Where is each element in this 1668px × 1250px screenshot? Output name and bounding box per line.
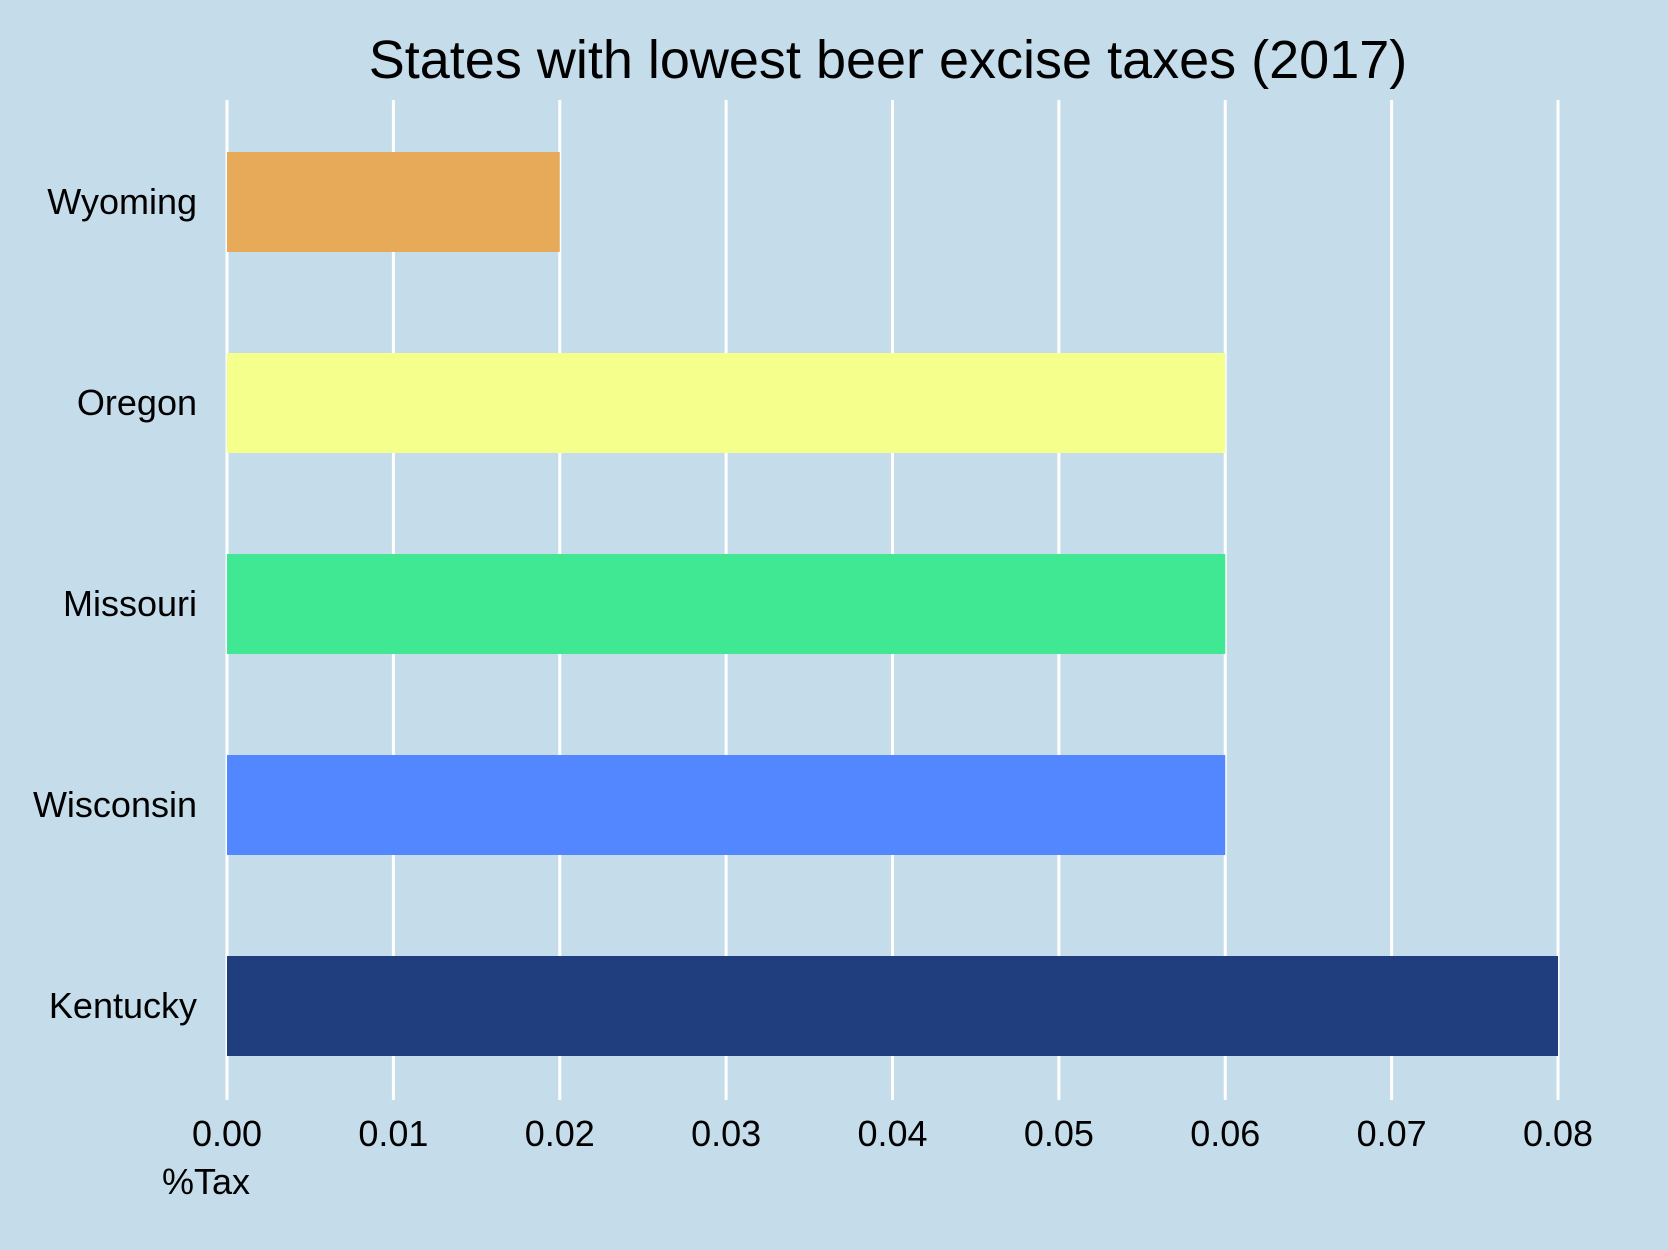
category-label: Kentucky <box>49 985 197 1026</box>
category-label: Missouri <box>63 583 197 624</box>
chart-title: States with lowest beer excise taxes (20… <box>369 30 1408 90</box>
bar-wyoming <box>227 152 560 252</box>
category-label: Wisconsin <box>33 784 197 825</box>
category-label: Wyoming <box>47 181 197 222</box>
category-label: Oregon <box>77 382 197 423</box>
bar-missouri <box>227 554 1226 654</box>
x-tick-labels: 0.00 0.01 0.02 0.03 0.04 0.05 0.06 0.07 0.08 <box>192 1113 1593 1154</box>
bars <box>227 152 1558 1056</box>
x-tick-label: 0.00 <box>192 1113 262 1154</box>
x-tick-label: 0.05 <box>1024 1113 1094 1154</box>
bar-wisconsin <box>227 755 1226 855</box>
bar-kentucky <box>227 956 1558 1056</box>
x-tick-label: 0.07 <box>1357 1113 1427 1154</box>
x-tick-label: 0.02 <box>525 1113 595 1154</box>
bar-oregon <box>227 353 1226 453</box>
x-tick-label: 0.03 <box>691 1113 761 1154</box>
x-tick-label: 0.06 <box>1190 1113 1260 1154</box>
x-tick-label: 0.04 <box>857 1113 927 1154</box>
x-axis-title: %Tax <box>162 1161 250 1202</box>
category-labels: Wyoming Oregon Missouri Wisconsin Kentucky <box>33 181 197 1026</box>
x-tick-label: 0.08 <box>1523 1113 1593 1154</box>
x-tick-label: 0.01 <box>358 1113 428 1154</box>
